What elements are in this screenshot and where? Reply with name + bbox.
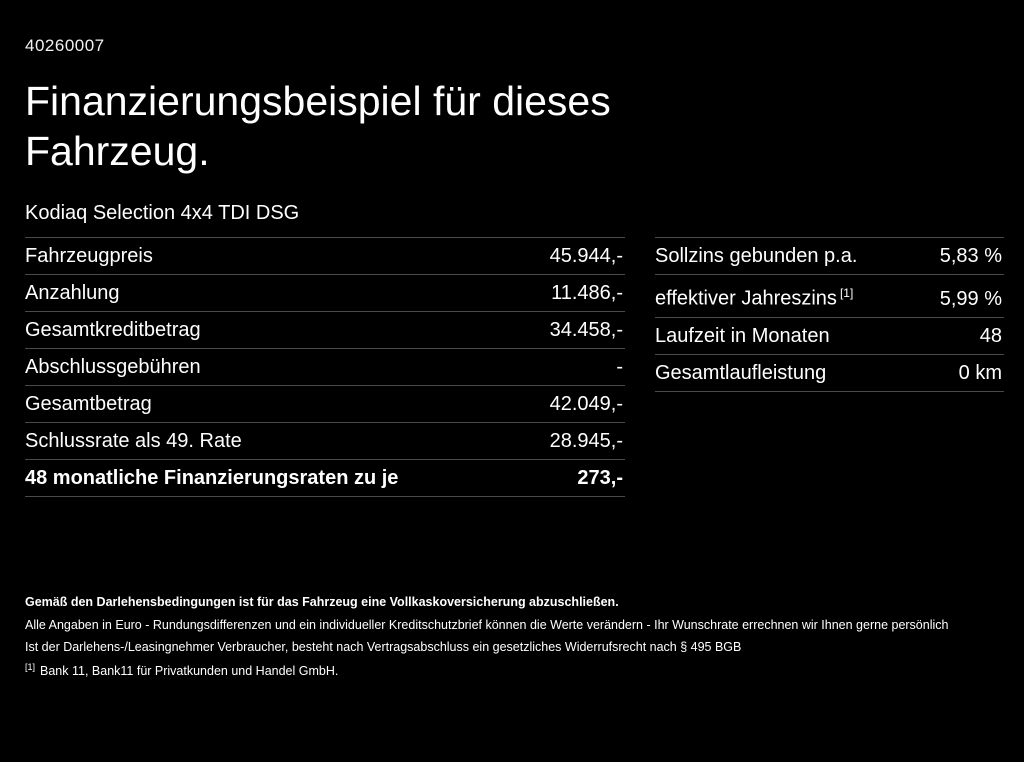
- financing-example-page: 40260007 Finanzierungsbeispiel für diese…: [25, 36, 1004, 678]
- bottom-border: [0, 762, 1024, 768]
- table-row: Abschlussgebühren -: [25, 348, 625, 385]
- table-row: Anzahlung 11.486,-: [25, 274, 625, 311]
- row-label: Laufzeit in Monaten: [655, 324, 830, 347]
- table-row: Gesamtkreditbetrag 34.458,-: [25, 311, 625, 348]
- insurance-note: Gemäß den Darlehensbedingungen ist für d…: [25, 595, 619, 610]
- vehicle-id: 40260007: [25, 36, 105, 55]
- row-value: 28.945,-: [549, 430, 623, 453]
- table-row: Schlussrate als 49. Rate 28.945,-: [25, 422, 625, 459]
- table-row: Gesamtlaufleistung 0 km: [655, 353, 1004, 391]
- row-value: 5,83 %: [939, 245, 1002, 268]
- row-label: Gesamtkreditbetrag: [25, 319, 201, 342]
- row-label: Abschlussgebühren: [25, 356, 201, 379]
- row-value: 34.458,-: [549, 319, 623, 342]
- row-value: 11.486,-: [551, 282, 623, 305]
- row-value: 5,99 %: [939, 287, 1002, 310]
- table-row: Fahrzeugpreis 45.944,-: [25, 237, 625, 274]
- row-label: Gesamtlaufleistung: [655, 361, 827, 384]
- row-label: Gesamtbetrag: [25, 393, 152, 416]
- conditions-table: Sollzins gebunden p.a. 5,83 % effektiver…: [655, 237, 1004, 392]
- footnote-ref: [1]: [25, 662, 36, 673]
- table-row-monthly-rate: 48 monatliche Finanzierungsraten zu je 2…: [25, 459, 625, 496]
- finance-tables: Fahrzeugpreis 45.944,- Anzahlung 11.486,…: [25, 237, 1004, 498]
- page-title: Finanzierungsbeispiel für dieses Fahrzeu…: [25, 78, 611, 175]
- row-label: Anzahlung: [25, 282, 120, 305]
- table-row: Gesamtbetrag 42.049,-: [25, 385, 625, 422]
- table-row: effektiver Jahreszins [1] 5,99 %: [655, 274, 1004, 317]
- bank-footnote: [1] Bank 11, Bank11 für Privatkunden und …: [25, 662, 1000, 678]
- disclaimer-line: Ist der Darlehens-/Leasingnehmer Verbrau…: [25, 640, 742, 655]
- row-value: -: [616, 356, 623, 379]
- footnote-text: Bank 11, Bank11 für Privatkunden und Han…: [40, 664, 339, 679]
- footnote-marker: [1]: [839, 286, 854, 301]
- row-label: Schlussrate als 49. Rate: [25, 430, 242, 453]
- finance-table: Fahrzeugpreis 45.944,- Anzahlung 11.486,…: [25, 237, 625, 498]
- row-value: 48: [979, 324, 1002, 347]
- row-label: Sollzins gebunden p.a.: [655, 245, 858, 268]
- legal-footer: Gemäß den Darlehensbedingungen ist für d…: [25, 595, 1000, 678]
- row-value: 0 km: [958, 361, 1002, 384]
- row-label: Fahrzeugpreis: [25, 245, 153, 268]
- row-label: effektiver Jahreszins [1]: [655, 286, 854, 310]
- disclaimer-line: Alle Angaben in Euro - Rundungsdifferenz…: [25, 618, 949, 633]
- table-row: Laufzeit in Monaten 48: [655, 316, 1004, 354]
- table-row: Sollzins gebunden p.a. 5,83 %: [655, 237, 1004, 274]
- row-value: 45.944,-: [549, 245, 623, 268]
- row-value: 42.049,-: [549, 393, 623, 416]
- row-label: 48 monatliche Finanzierungsraten zu je: [25, 467, 399, 490]
- row-value: 273,-: [577, 467, 623, 490]
- vehicle-model-name: Kodiaq Selection 4x4 TDI DSG: [25, 202, 300, 225]
